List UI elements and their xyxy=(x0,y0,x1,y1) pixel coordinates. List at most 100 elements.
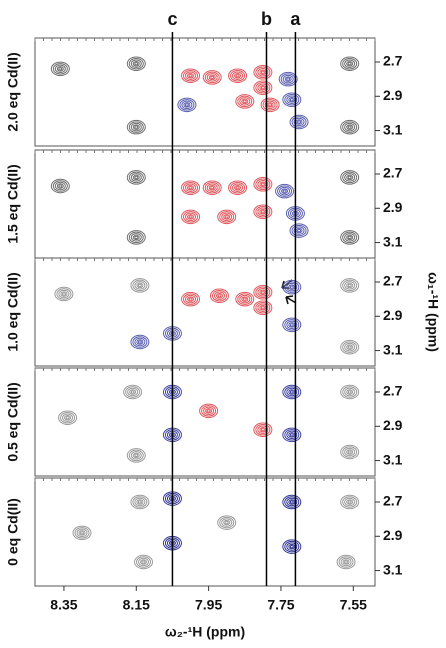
contour-ring xyxy=(289,390,294,394)
contour-ring xyxy=(262,99,278,111)
contour-ring xyxy=(284,319,300,331)
contour-ring xyxy=(346,174,354,181)
contour-ring xyxy=(342,559,350,565)
contour-ring xyxy=(289,500,294,504)
contour-ring xyxy=(183,211,199,223)
contour-ring xyxy=(284,281,300,293)
contour-ring xyxy=(187,296,195,302)
contour-ring xyxy=(224,215,229,219)
contour-ring xyxy=(255,205,271,218)
contour-ring xyxy=(347,175,352,180)
peak xyxy=(253,422,273,437)
contour-ring xyxy=(284,76,292,82)
peak xyxy=(282,279,302,295)
contour-ring xyxy=(206,409,211,413)
contour-ring xyxy=(123,384,143,400)
contour-ring xyxy=(260,86,265,90)
contour-ring xyxy=(340,170,360,185)
contour-ring xyxy=(128,231,144,244)
contour-ring xyxy=(130,390,135,394)
contour-ring xyxy=(136,499,144,505)
contour-ring xyxy=(342,121,358,133)
contour-ring xyxy=(282,494,302,510)
contour-ring xyxy=(206,183,218,192)
contour-ring xyxy=(128,121,144,133)
contour-ring xyxy=(202,70,222,85)
peak xyxy=(209,288,229,303)
peak xyxy=(282,384,302,400)
contour-ring xyxy=(210,186,215,190)
contour-ring xyxy=(187,214,195,220)
contour-ring xyxy=(181,68,201,83)
contour-ring xyxy=(344,59,356,68)
contour-ring xyxy=(126,170,146,185)
contour-ring xyxy=(286,320,298,330)
contour-ring xyxy=(340,230,360,245)
contour-ring xyxy=(181,209,201,225)
contour-ring xyxy=(137,500,142,504)
y-tick-label: 2.7 xyxy=(383,493,403,509)
contour-ring xyxy=(132,452,140,459)
panel-frame xyxy=(34,477,376,587)
x-tick-label: 8.15 xyxy=(123,597,150,613)
contour-ring xyxy=(284,429,300,441)
peak xyxy=(340,444,360,460)
contour-ring xyxy=(291,116,307,128)
panel-frame xyxy=(34,149,376,259)
contour-ring xyxy=(72,525,92,541)
contour-ring xyxy=(208,74,216,81)
contour-ring xyxy=(65,416,70,420)
contour-ring xyxy=(187,72,195,79)
contour-ring xyxy=(56,66,64,72)
contour-ring xyxy=(260,210,265,214)
peak xyxy=(123,384,143,400)
peak xyxy=(282,427,302,443)
peak xyxy=(217,209,237,225)
contour-ring xyxy=(56,288,72,300)
contour-ring xyxy=(268,103,273,107)
contour-ring xyxy=(340,56,360,71)
contour-ring xyxy=(80,531,85,535)
contour-ring xyxy=(56,183,64,189)
contour-ring xyxy=(232,71,244,80)
contour-ring xyxy=(204,71,220,84)
contour-ring xyxy=(278,71,298,87)
y-tick-label: 2.7 xyxy=(383,383,403,399)
contour-ring xyxy=(134,281,146,290)
peak xyxy=(253,300,273,315)
contour-ring xyxy=(188,74,193,78)
contour-ring xyxy=(230,181,246,194)
contour-ring xyxy=(255,178,271,191)
contour-ring xyxy=(219,516,235,529)
peak xyxy=(253,65,273,80)
contour-ring xyxy=(234,72,242,79)
x-tick-label: 8.35 xyxy=(50,597,77,613)
contour-ring xyxy=(342,57,358,70)
contour-ring xyxy=(60,411,76,424)
contour-ring xyxy=(228,68,248,83)
contour-ring xyxy=(134,175,139,180)
peak xyxy=(181,291,201,307)
contour-ring xyxy=(134,62,139,66)
contour-ring xyxy=(181,100,193,110)
contour-ring xyxy=(126,448,146,463)
contour-ring xyxy=(129,389,137,395)
peak xyxy=(340,339,360,355)
contour-ring xyxy=(128,171,144,184)
contour-ring xyxy=(344,387,356,397)
contour-ring xyxy=(282,189,287,193)
contour-ring xyxy=(136,339,144,345)
peak xyxy=(289,223,309,238)
contour-ring xyxy=(242,297,247,301)
contour-ring xyxy=(141,560,146,564)
peak xyxy=(340,230,360,245)
contour-ring xyxy=(253,204,273,219)
contour-ring xyxy=(232,183,244,192)
contour-ring xyxy=(253,80,273,95)
contour-ring xyxy=(58,67,63,71)
contour-ring xyxy=(289,223,309,238)
reference-label: c xyxy=(167,9,177,29)
contour-ring xyxy=(289,323,294,327)
contour-ring xyxy=(346,344,354,350)
contour-ring xyxy=(242,99,247,104)
